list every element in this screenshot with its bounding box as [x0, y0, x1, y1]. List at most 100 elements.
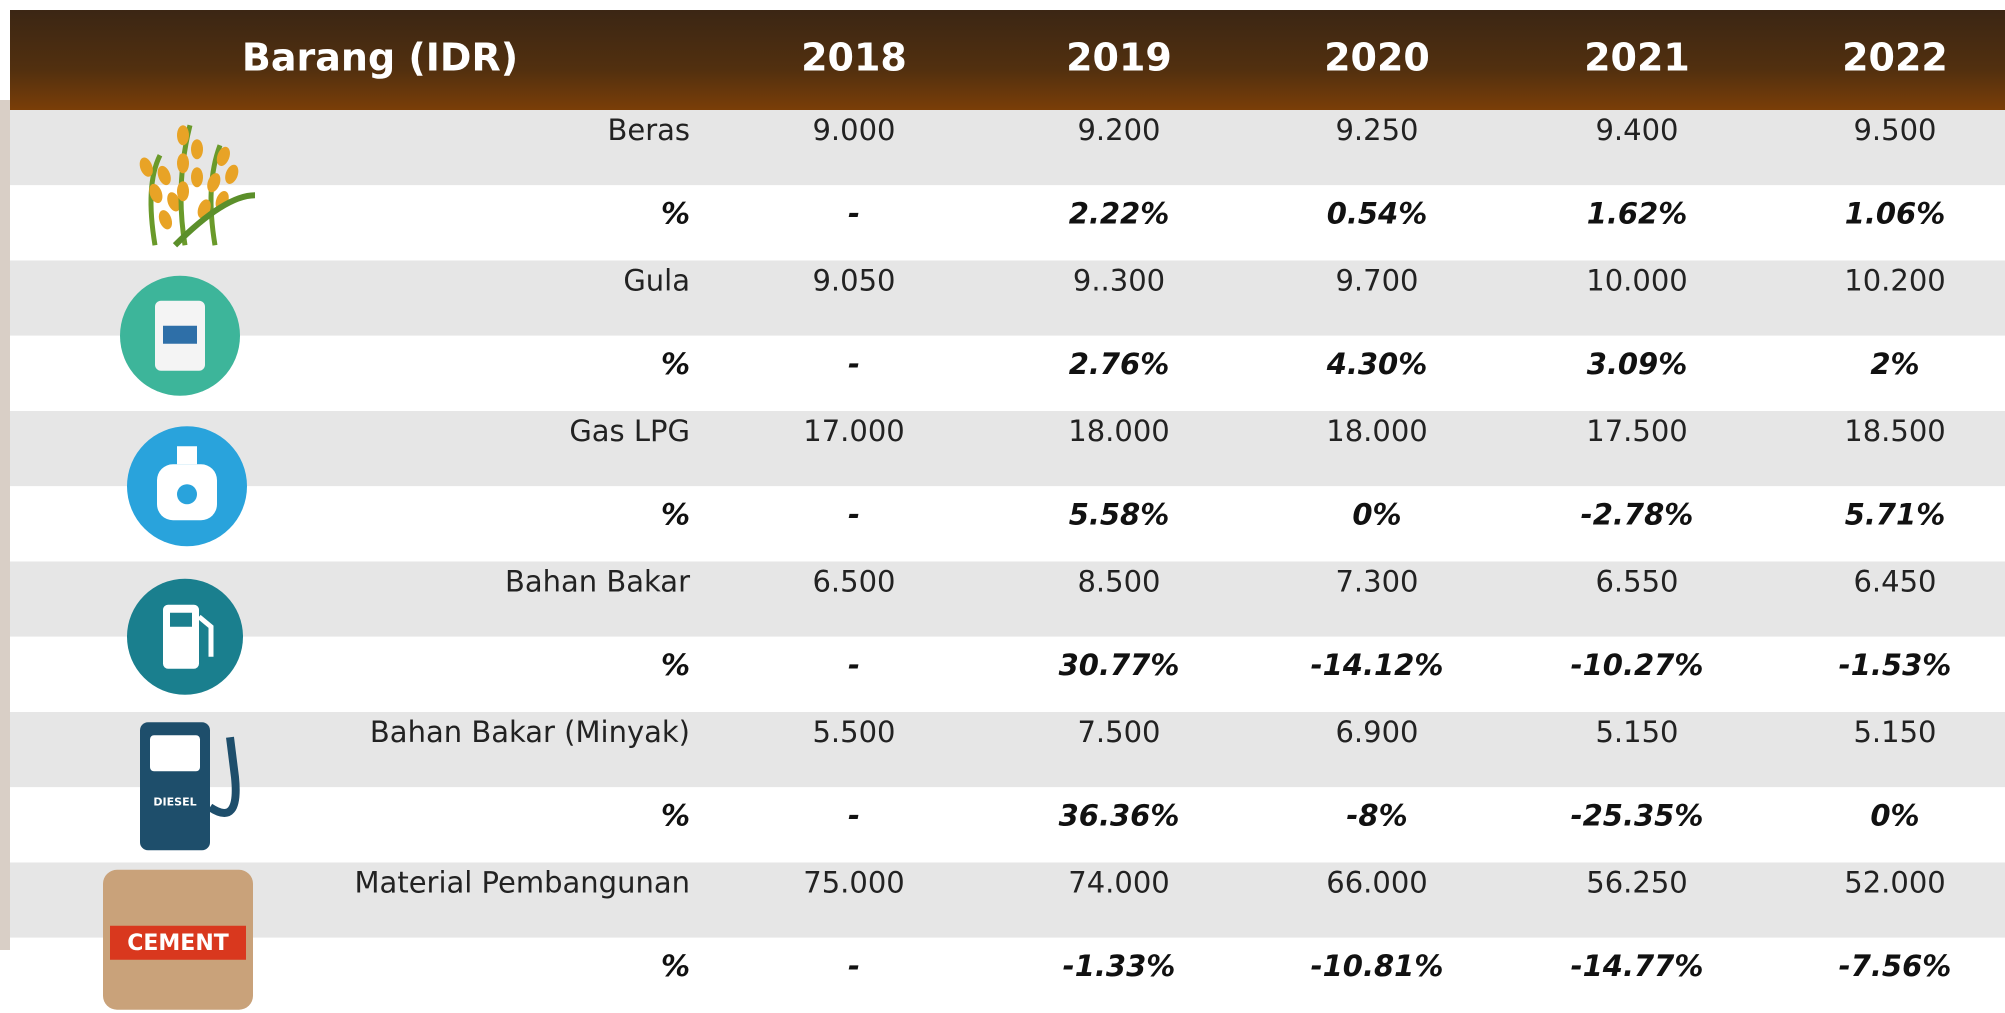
- valve: [177, 446, 197, 465]
- price-cell: 17.000: [803, 414, 904, 448]
- price-cell: 18.500: [1844, 414, 1945, 448]
- change-cell: 1.62%: [1587, 196, 1688, 230]
- item-name: Beras: [607, 113, 690, 147]
- grain: [167, 192, 181, 212]
- price-cell: 7.300: [1335, 565, 1418, 599]
- price-cell: 9.700: [1335, 264, 1418, 298]
- price-cell: 9..300: [1073, 264, 1165, 298]
- change-cell: -8%: [1346, 798, 1407, 832]
- item-icon: [127, 426, 247, 547]
- price-cell: 66.000: [1326, 866, 1427, 900]
- change-cell: 2.76%: [1069, 347, 1170, 381]
- grain: [177, 125, 189, 146]
- change-cell: -: [848, 798, 860, 832]
- item-name: Bahan Bakar: [505, 565, 690, 599]
- change-cell: 5.58%: [1069, 497, 1170, 531]
- change-cell: -14.12%: [1311, 648, 1444, 682]
- table-body: Beras% 9.000 9.200 9.250 9.400 9.500 - 2.22% 0.5…: [10, 110, 2005, 1013]
- change-label: %: [661, 196, 690, 230]
- change-cell: -: [848, 497, 860, 531]
- change-cell: 5.71%: [1845, 497, 1946, 531]
- price-row-bg: [10, 260, 2005, 336]
- item-icon: [127, 578, 243, 695]
- change-cell: -: [848, 949, 860, 983]
- change-row-bg: [10, 937, 2005, 1013]
- price-cell: 6.550: [1595, 565, 1678, 599]
- price-cell: 9.000: [812, 113, 895, 147]
- change-cell: -10.27%: [1571, 648, 1704, 682]
- change-cell: 0%: [1870, 798, 1919, 832]
- header-cell: 2019: [1066, 36, 1172, 80]
- price-cell: 10.000: [1586, 264, 1687, 298]
- bag-label: [163, 325, 197, 344]
- change-cell: 2.22%: [1069, 196, 1170, 230]
- item-name: Bahan Bakar (Minyak): [370, 715, 690, 749]
- change-cell: 3.09%: [1587, 347, 1688, 381]
- price-cell: 9.050: [812, 264, 895, 298]
- change-row-bg: [10, 486, 2005, 562]
- grain: [177, 181, 189, 202]
- price-cell: 9.250: [1335, 113, 1418, 147]
- price-row-bg: [10, 561, 2005, 637]
- price-cell: 9.400: [1595, 113, 1678, 147]
- change-row-bg: [10, 335, 2005, 411]
- price-cell: 52.000: [1844, 866, 1945, 900]
- grain: [157, 165, 171, 186]
- hose: [207, 736, 240, 817]
- change-cell: 0%: [1352, 497, 1401, 531]
- change-cell: -1.33%: [1063, 949, 1176, 983]
- change-cell: -25.35%: [1571, 798, 1704, 832]
- change-cell: -: [848, 196, 860, 230]
- hose: [197, 614, 214, 657]
- pump-screen: [150, 735, 200, 772]
- price-cell: 5.150: [1853, 715, 1936, 749]
- header-bar: [10, 10, 2005, 110]
- price-cell: 5.150: [1595, 715, 1678, 749]
- price-cell: 10.200: [1844, 264, 1945, 298]
- header-cell: 2020: [1324, 36, 1430, 80]
- change-cell: -10.81%: [1311, 949, 1444, 983]
- price-cell: 18.000: [1068, 414, 1169, 448]
- item-icon: [120, 275, 240, 396]
- item-icon: CEMENT: [103, 869, 253, 1010]
- icon-label: DIESEL: [153, 795, 196, 808]
- price-cell: 74.000: [1068, 866, 1169, 900]
- item-icon: DIESEL: [140, 722, 240, 851]
- grain: [177, 153, 189, 174]
- change-cell: 36.36%: [1059, 798, 1180, 832]
- change-label: %: [661, 798, 690, 832]
- grain: [191, 167, 203, 188]
- price-cell: 17.500: [1586, 414, 1687, 448]
- change-cell: -: [848, 648, 860, 682]
- item-name: Material Pembangunan: [355, 866, 690, 900]
- price-row-bg: [10, 862, 2005, 938]
- change-row-bg: [10, 185, 2005, 261]
- change-cell: -14.77%: [1571, 949, 1704, 983]
- grain: [225, 164, 239, 184]
- change-label: %: [661, 497, 690, 531]
- drop: [177, 484, 197, 505]
- grain: [207, 173, 221, 193]
- header-cell: Barang (IDR): [242, 36, 518, 80]
- change-cell: -: [848, 347, 860, 381]
- price-cell: 5.500: [812, 715, 895, 749]
- change-cell: -7.56%: [1839, 949, 1952, 983]
- grain: [139, 157, 153, 177]
- change-label: %: [661, 347, 690, 381]
- price-row-bg: [10, 411, 2005, 487]
- icon-label: CEMENT: [127, 931, 229, 956]
- item-name: Gas LPG: [569, 414, 690, 448]
- change-label: %: [661, 949, 690, 983]
- grain: [216, 146, 230, 166]
- change-cell: 1.06%: [1845, 196, 1946, 230]
- price-cell: 6.450: [1853, 565, 1936, 599]
- price-cell: 9.500: [1853, 113, 1936, 147]
- leaf: [172, 192, 256, 248]
- cement-band: [110, 925, 246, 960]
- header-cell: 2022: [1842, 36, 1948, 80]
- change-cell: 2%: [1870, 347, 1919, 381]
- grain: [158, 210, 173, 230]
- header-cell: 2021: [1584, 36, 1690, 80]
